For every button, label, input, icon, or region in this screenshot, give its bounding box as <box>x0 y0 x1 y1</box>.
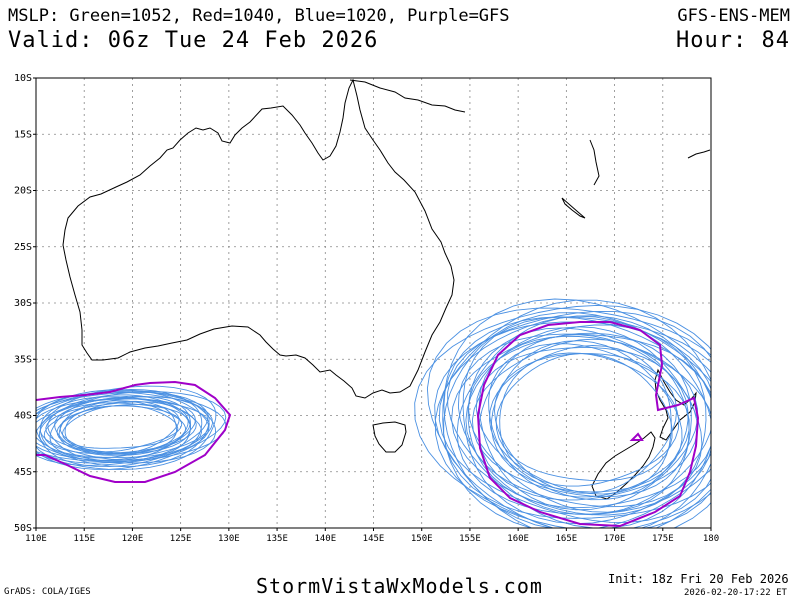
ensemble-member-contour <box>488 345 672 495</box>
latitude-labels: 10S 15S 20S 25S 30S 35S 40S 45S 50S <box>14 73 32 534</box>
longitude-labels: 110E 115E 120E 125E 130E 135E 140E 145E 150E 155E… <box>25 534 719 544</box>
site-url: StormVistaWxModels.com <box>256 574 543 598</box>
ensemble-member-contour <box>47 398 196 462</box>
east-low-contours <box>414 298 711 528</box>
gfs-east-contour <box>476 321 700 528</box>
vanuatu-coastline <box>589 139 600 186</box>
ensemble-member-contour <box>447 321 711 528</box>
lon-label: 180 <box>703 534 719 544</box>
init-time: Init: 18z Fri 20 Feb 2026 <box>608 572 789 586</box>
ensemble-member-contour <box>434 299 711 528</box>
ensemble-member-contour <box>54 402 191 456</box>
ensemble-member-contour <box>426 307 711 528</box>
model-name: GFS-ENS-MEM <box>677 6 790 26</box>
gfs-west-contour <box>35 380 232 483</box>
ensemble-member-contour <box>64 405 183 453</box>
ensemble-member-contour <box>471 338 690 498</box>
ensemble-member-contour <box>49 397 197 459</box>
nz-north-island-coastline <box>654 368 697 441</box>
ensemble-member-contour <box>494 353 678 494</box>
generation-timestamp: 2026-02-20-17:22 ET <box>684 588 787 598</box>
ensemble-member-contour <box>36 389 210 464</box>
ensemble-member-contour <box>462 316 711 525</box>
ensemble-member-contour <box>478 334 698 501</box>
lat-label: 35S <box>14 354 32 365</box>
lat-label: 10S <box>14 73 32 84</box>
ensemble-member-contour <box>438 315 711 523</box>
ensemble-member-contour <box>467 327 711 509</box>
ensemble-member-contour <box>499 352 680 487</box>
ensemble-member-contour <box>36 390 227 470</box>
ensemble-member-contour <box>457 333 711 516</box>
lon-label: 110E <box>25 534 47 544</box>
ensemble-member-contour <box>442 298 711 528</box>
tasmania-coastline <box>372 421 407 453</box>
ensemble-member-contour <box>36 385 217 471</box>
lon-label: 175E <box>652 534 674 544</box>
lon-label: 165E <box>556 534 578 544</box>
lon-label: 150E <box>411 534 433 544</box>
lon-label: 115E <box>73 534 95 544</box>
valid-time-text: Valid: 06z Tue 24 Feb 2026 <box>8 28 379 53</box>
grads-credit: GrADS: COLA/IGES <box>4 587 91 597</box>
fiji-coastline <box>687 149 711 159</box>
lat-label: 30S <box>14 298 32 309</box>
lat-label: 45S <box>14 467 32 478</box>
lat-label: 25S <box>14 242 32 253</box>
ensemble-member-contour <box>491 340 683 493</box>
ensemble-member-contour <box>443 312 711 519</box>
ensemble-member-contour <box>488 343 690 498</box>
australia-coastline <box>62 78 455 399</box>
west-low-contours <box>36 385 227 471</box>
ensemble-member-contour <box>36 389 227 466</box>
lon-label: 120E <box>122 534 144 544</box>
ensemble-member-contour <box>36 391 213 468</box>
ensemble-member-contour <box>59 403 180 454</box>
ensemble-member-contour <box>36 389 217 464</box>
ensemble-member-contour <box>414 304 711 528</box>
lon-label: 125E <box>170 534 192 544</box>
ensemble-member-contour <box>39 396 210 461</box>
ensemble-member-contour <box>36 396 209 463</box>
lon-label: 135E <box>266 534 288 544</box>
gfs-small-contour <box>629 432 644 441</box>
lon-label: 140E <box>314 534 336 544</box>
ensemble-member-contour <box>456 315 711 515</box>
new-guinea-coastline <box>349 79 466 113</box>
map-frame <box>35 77 712 529</box>
lon-label: 160E <box>507 534 529 544</box>
lat-label: 20S <box>14 186 32 197</box>
forecast-hour: Hour: 84 <box>676 28 790 53</box>
lon-label: 170E <box>604 534 626 544</box>
ensemble-member-contour <box>434 310 711 528</box>
lat-label: 15S <box>14 129 32 140</box>
lon-label: 155E <box>459 534 481 544</box>
legend-text: MSLP: Green=1052, Red=1040, Blue=1020, P… <box>8 6 510 26</box>
lon-label: 145E <box>363 534 385 544</box>
coastlines <box>62 78 711 500</box>
lon-label: 130E <box>218 534 240 544</box>
new-caledonia-coastline <box>561 197 586 219</box>
ensemble-member-contour <box>495 353 673 482</box>
lat-label: 50S <box>14 523 32 534</box>
lat-label: 40S <box>14 411 32 422</box>
